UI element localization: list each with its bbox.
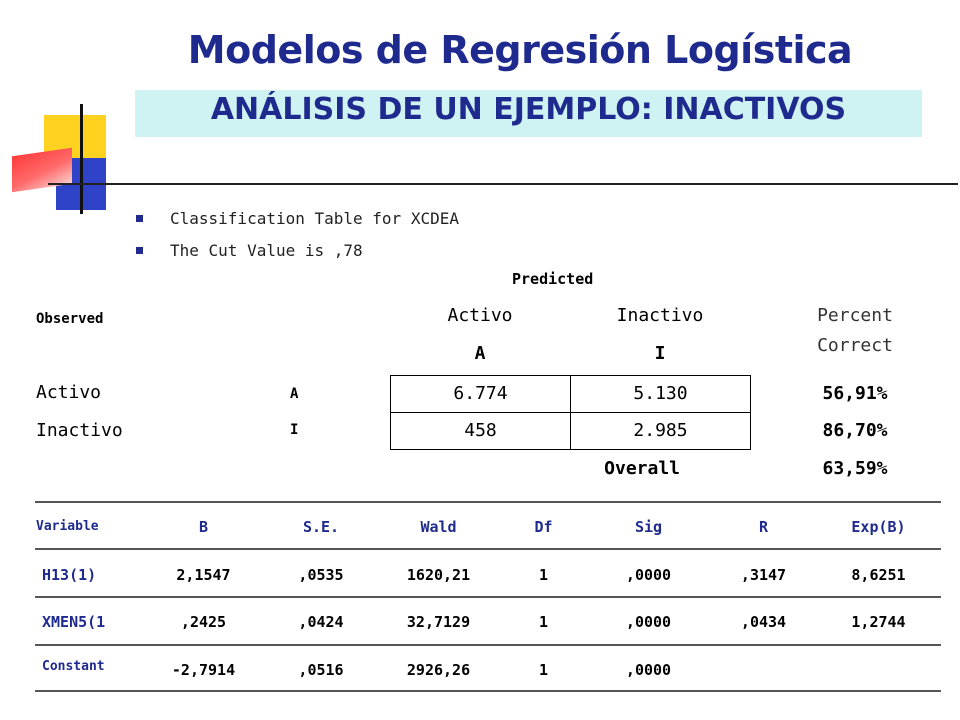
coef-header-expb: Exp(B) xyxy=(851,518,906,536)
coef-row-variable: H13(1) xyxy=(42,566,97,584)
subtitle-band xyxy=(135,90,922,137)
coef-cell: 1 xyxy=(538,566,549,584)
coef-row-rule xyxy=(35,644,941,646)
coef-cell: ,0000 xyxy=(625,613,672,631)
coef-cell: 1 xyxy=(538,613,549,631)
overall-label: Overall xyxy=(604,458,680,479)
col-header-inactivo: Inactivo xyxy=(616,305,704,326)
col-code-a: A xyxy=(474,343,486,364)
col-header-activo: Activo xyxy=(447,305,513,326)
coef-cell: 2926,26 xyxy=(406,661,471,679)
coef-table-bottom-rule xyxy=(35,690,941,692)
coef-header-se: S.E. xyxy=(302,518,340,536)
observed-label: Observed xyxy=(36,311,104,327)
coef-cell: 2,1547 xyxy=(176,566,231,584)
row-code-activo: A xyxy=(290,386,299,402)
coef-cell: ,0000 xyxy=(625,661,672,679)
coef-cell: ,0434 xyxy=(740,613,787,631)
overall-value: 63,59% xyxy=(822,458,888,479)
bullet-square-icon xyxy=(136,247,143,254)
cell-activo-inactivo: 5.130 xyxy=(570,375,751,413)
coef-cell: ,0000 xyxy=(625,566,672,584)
row-code-inactivo: I xyxy=(290,422,299,438)
coef-row-variable: XMEN5(1 xyxy=(42,613,106,631)
coef-header-b: B xyxy=(198,518,209,536)
coef-cell: 8,6251 xyxy=(851,566,906,584)
coef-header-rule xyxy=(35,548,941,550)
bullet-square-icon xyxy=(136,215,143,222)
coef-cell: 1620,21 xyxy=(406,566,471,584)
coef-cell: ,0535 xyxy=(298,566,344,584)
coef-row-variable: Constant xyxy=(42,659,105,674)
bullet-text: Classification Table for XCDEA xyxy=(170,209,459,228)
coef-cell: 1 xyxy=(538,661,549,679)
row-label-inactivo: Inactivo xyxy=(36,420,123,441)
header-divider xyxy=(48,183,958,185)
predicted-label: Predicted xyxy=(512,270,594,288)
coef-header-sig: Sig xyxy=(634,518,663,536)
col-code-i: I xyxy=(654,343,666,364)
cell-inactivo-percent: 86,70% xyxy=(822,420,888,441)
col-header-percent-1: Percent xyxy=(817,305,893,326)
coef-cell: 1,2744 xyxy=(851,613,906,631)
coef-cell: 32,7129 xyxy=(406,613,471,631)
coef-header-wald: Wald xyxy=(420,518,457,536)
coef-row-rule xyxy=(35,596,941,598)
coef-cell: ,0424 xyxy=(298,613,344,631)
cell-inactivo-inactivo: 2.985 xyxy=(570,412,751,450)
coef-header-variable: Variable xyxy=(36,519,99,534)
coef-cell: ,3147 xyxy=(740,566,787,584)
coef-table-top-rule xyxy=(35,501,941,503)
cell-activo-activo: 6.774 xyxy=(390,375,571,413)
logo-vertical-line xyxy=(80,104,83,214)
coef-header-df: Df xyxy=(534,518,553,536)
bullet-text: The Cut Value is ,78 xyxy=(170,241,363,260)
page-subtitle: ANÁLISIS DE UN EJEMPLO: INACTIVOS xyxy=(210,92,847,127)
coef-header-r: R xyxy=(758,518,769,536)
col-header-percent-2: Correct xyxy=(817,335,893,356)
page-title: Modelos de Regresión Logística xyxy=(187,28,853,72)
cell-inactivo-activo: 458 xyxy=(390,412,571,450)
coef-cell: ,0516 xyxy=(298,661,344,679)
row-label-activo: Activo xyxy=(36,382,102,403)
coef-cell: -2,7914 xyxy=(171,661,236,679)
cell-activo-percent: 56,91% xyxy=(822,383,888,404)
coef-cell: ,2425 xyxy=(180,613,227,631)
